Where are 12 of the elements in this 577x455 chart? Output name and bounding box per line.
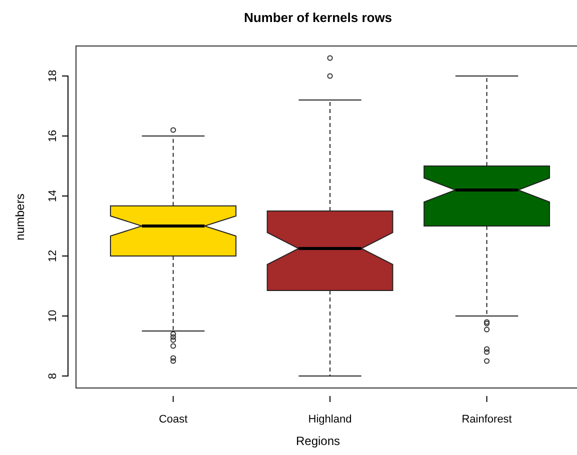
y-tick-label: 8 [47,372,59,380]
y-axis-title: numbers [13,194,27,240]
y-tick-label: 18 [47,70,59,82]
x-tick-label: Coast [158,414,188,426]
x-tick-label: Rainforest [462,414,512,426]
y-tick-label: 10 [47,310,59,322]
y-tick-label: 14 [47,190,59,202]
y-tick-label: 16 [47,130,59,142]
chart-title: Number of kernels rows [244,10,392,25]
x-axis-title: Regions [296,434,340,448]
x-tick-label: Highland [308,414,352,426]
y-tick-label: 12 [47,250,59,262]
